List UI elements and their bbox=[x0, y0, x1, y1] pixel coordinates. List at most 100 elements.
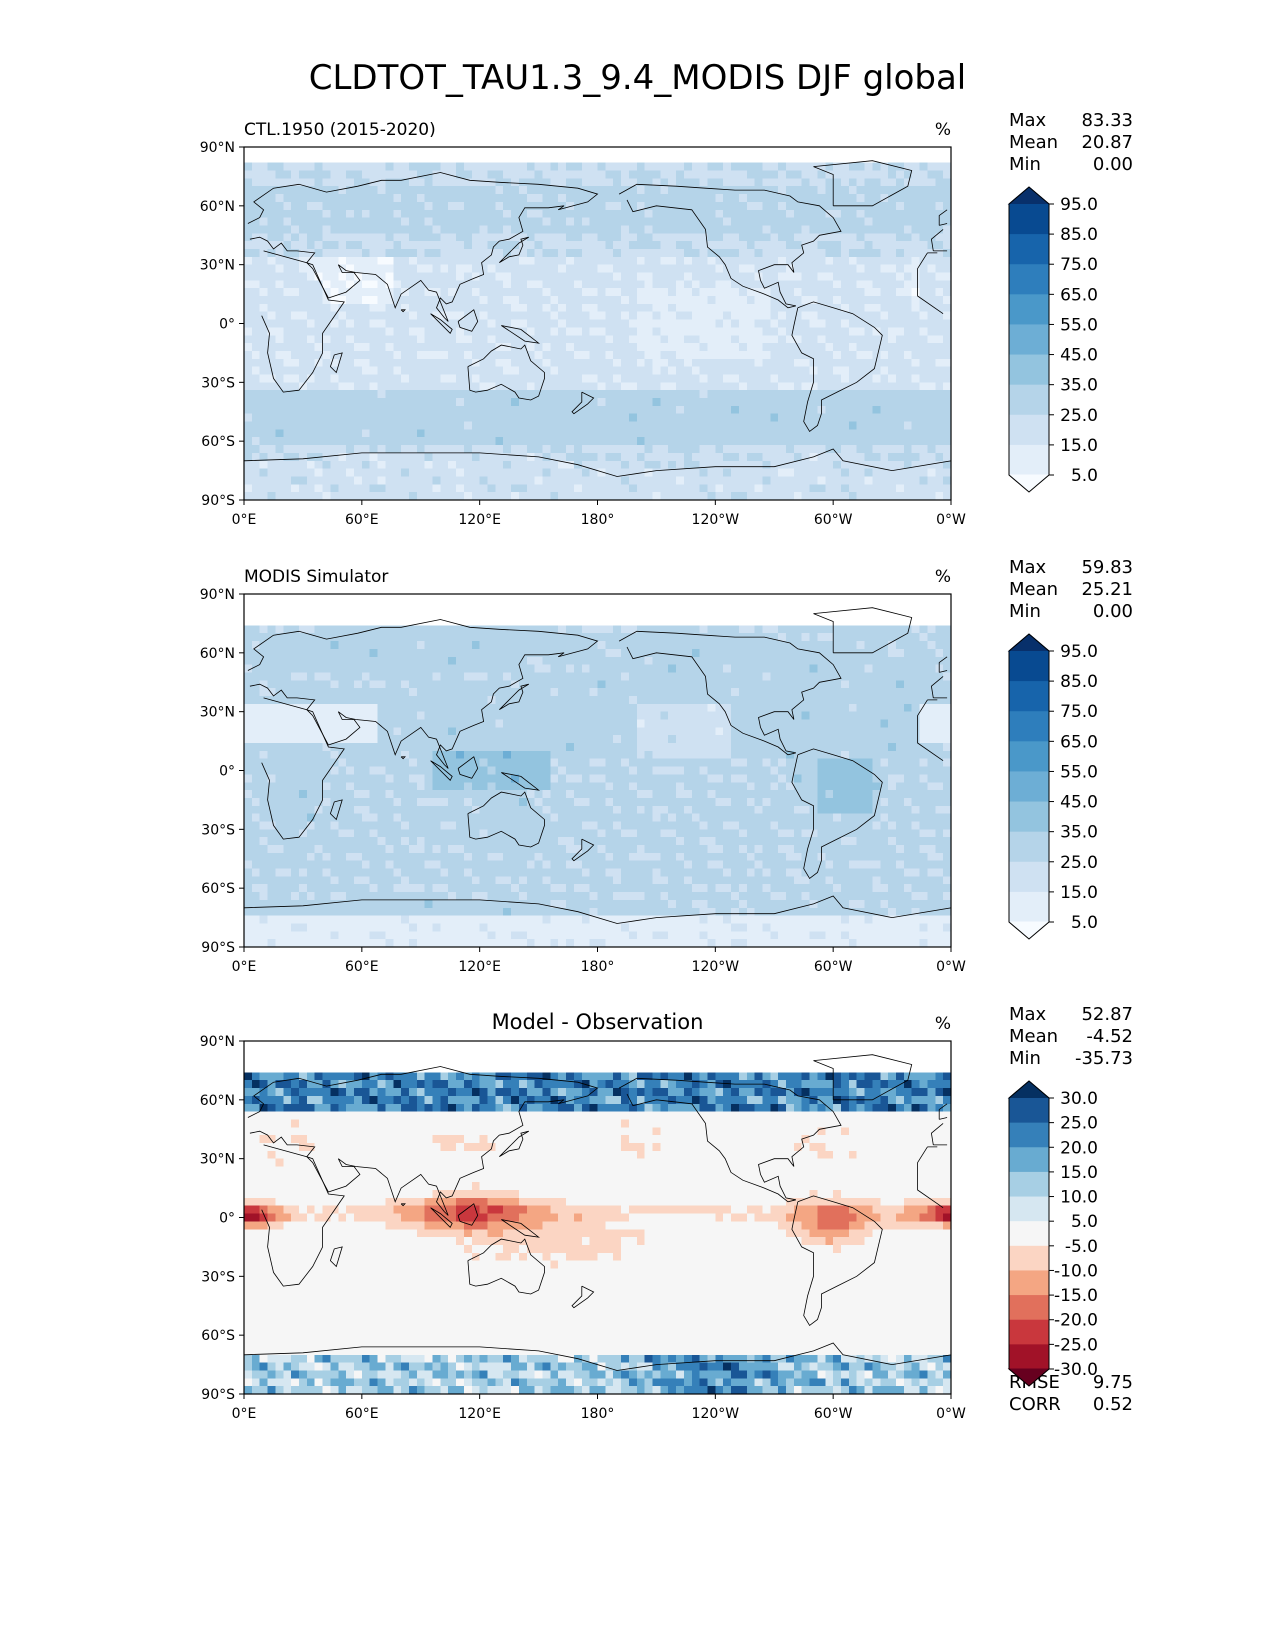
field-cell bbox=[448, 241, 457, 250]
field-cell bbox=[872, 209, 881, 219]
field-cell bbox=[424, 452, 434, 462]
field-cell bbox=[644, 280, 654, 289]
field-cell bbox=[283, 288, 292, 297]
field-cell bbox=[283, 256, 292, 266]
field-cell bbox=[762, 492, 771, 501]
field-cell bbox=[314, 382, 324, 391]
field-cell bbox=[244, 178, 253, 187]
field-cell bbox=[754, 625, 764, 634]
field-cell bbox=[408, 366, 418, 376]
field-cell bbox=[793, 350, 803, 360]
field-cell bbox=[456, 476, 465, 485]
field-cell bbox=[581, 209, 591, 219]
field-cell bbox=[518, 280, 528, 289]
field-cell bbox=[896, 429, 905, 438]
field-cell bbox=[903, 303, 913, 313]
field-cell bbox=[644, 303, 654, 313]
field-cell bbox=[746, 194, 756, 203]
field-cell bbox=[416, 711, 426, 721]
field-cell bbox=[346, 633, 355, 642]
field-cell bbox=[660, 468, 669, 478]
field-cell bbox=[778, 648, 787, 658]
field-cell bbox=[244, 468, 253, 478]
field-cell bbox=[864, 656, 874, 666]
field-cell bbox=[526, 648, 536, 658]
field-cell bbox=[786, 303, 795, 313]
field-cell bbox=[573, 248, 583, 258]
field-cell bbox=[636, 398, 646, 407]
field-cell bbox=[943, 366, 952, 376]
field-cell bbox=[448, 350, 457, 360]
field-cell bbox=[605, 225, 614, 234]
field-cell bbox=[801, 201, 811, 211]
field-cell bbox=[754, 241, 764, 250]
field-cell bbox=[880, 162, 889, 172]
field-cell bbox=[346, 390, 355, 399]
field-cell bbox=[668, 233, 677, 242]
field-cell bbox=[896, 476, 905, 485]
field-cell bbox=[550, 194, 559, 203]
field-cell bbox=[353, 413, 363, 423]
field-cell bbox=[762, 296, 771, 305]
field-cell bbox=[534, 256, 544, 266]
field-cell bbox=[330, 319, 339, 329]
field-cell bbox=[393, 327, 402, 336]
field-cell bbox=[841, 209, 850, 219]
field-cell bbox=[896, 366, 905, 376]
field-cell bbox=[919, 625, 929, 634]
field-cell bbox=[723, 366, 732, 376]
field-cell bbox=[306, 194, 316, 203]
field-cell bbox=[597, 288, 606, 297]
field-cell bbox=[746, 468, 756, 478]
field-cell bbox=[731, 233, 740, 242]
field-cell bbox=[888, 343, 897, 352]
field-cell bbox=[833, 272, 842, 281]
field-cell bbox=[652, 170, 661, 179]
field-cell bbox=[542, 484, 551, 493]
field-cell bbox=[597, 468, 606, 478]
field-cell bbox=[573, 641, 583, 650]
field-cell bbox=[927, 703, 936, 713]
colorbar-label: 85.0 bbox=[1060, 225, 1098, 245]
field-cell bbox=[511, 429, 520, 438]
field-cell bbox=[943, 421, 952, 430]
field-cell bbox=[558, 695, 567, 705]
field-cell bbox=[581, 445, 591, 454]
field-cell bbox=[715, 170, 724, 179]
field-cell bbox=[817, 233, 826, 242]
field-cell bbox=[683, 641, 693, 650]
field-cell bbox=[526, 256, 536, 266]
field-cell bbox=[825, 405, 834, 415]
field-cell bbox=[542, 405, 551, 415]
field-cell bbox=[322, 335, 332, 344]
field-cell bbox=[613, 186, 622, 195]
field-cell bbox=[597, 413, 606, 423]
field-cell bbox=[283, 476, 292, 485]
field-cell bbox=[244, 656, 253, 666]
field-cell bbox=[919, 170, 929, 179]
field-cell bbox=[291, 476, 300, 485]
field-cell bbox=[605, 303, 614, 313]
field-cell bbox=[503, 688, 512, 697]
field-cell bbox=[770, 225, 779, 234]
field-cell bbox=[267, 648, 277, 658]
field-cell bbox=[487, 311, 496, 321]
field-cell bbox=[896, 484, 905, 493]
field-cell bbox=[770, 476, 779, 485]
field-cell bbox=[636, 217, 646, 227]
field-cell bbox=[621, 343, 630, 352]
field-cell bbox=[715, 476, 724, 485]
field-cell bbox=[833, 452, 842, 462]
field-cell bbox=[558, 625, 567, 634]
field-cell bbox=[660, 664, 669, 674]
field-cell bbox=[314, 343, 324, 352]
field-cell bbox=[244, 437, 253, 446]
field-cell bbox=[597, 695, 606, 705]
field-cell bbox=[377, 445, 386, 454]
field-cell bbox=[298, 311, 308, 321]
field-cell bbox=[896, 241, 905, 250]
field-cell bbox=[511, 201, 520, 211]
field-cell bbox=[723, 468, 732, 478]
y-tick-label: 60°S bbox=[201, 434, 235, 450]
field-cell bbox=[408, 703, 418, 713]
